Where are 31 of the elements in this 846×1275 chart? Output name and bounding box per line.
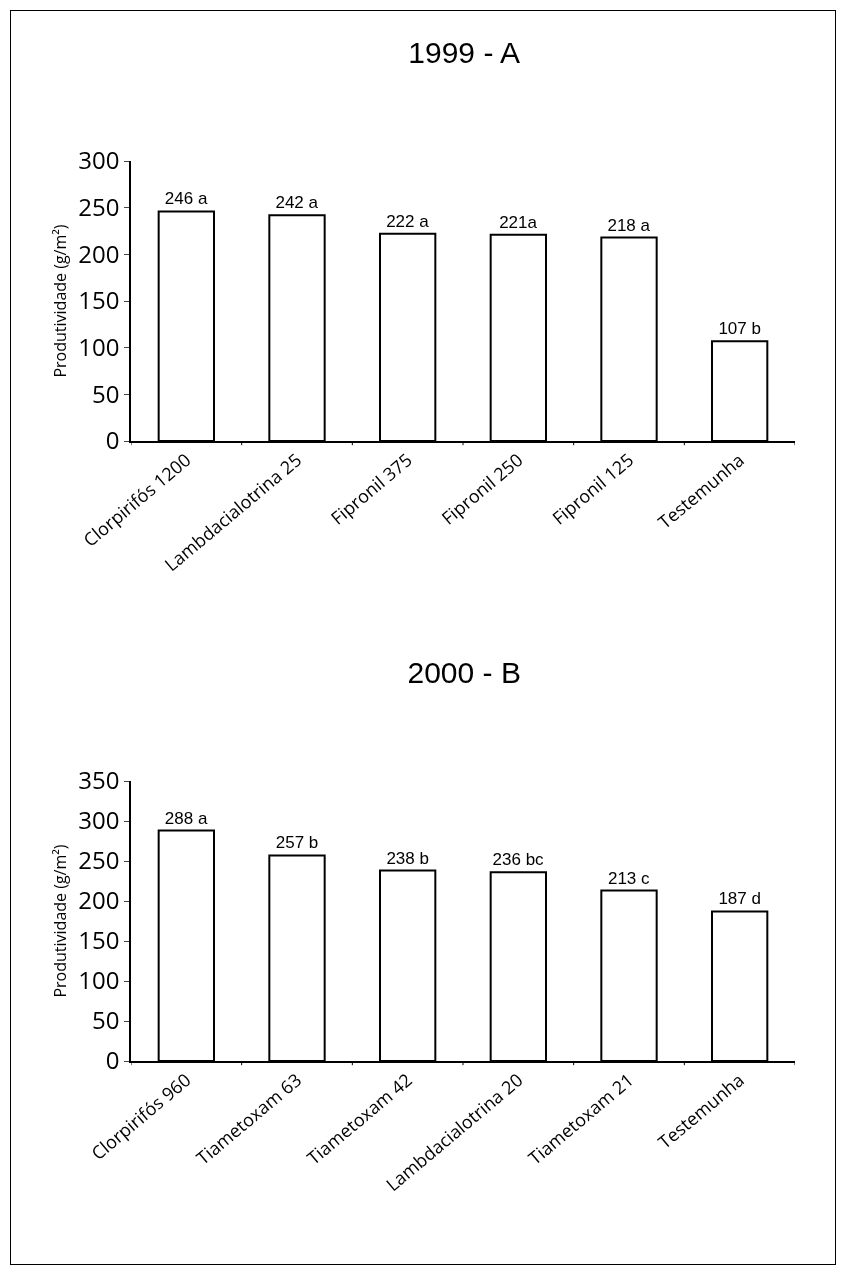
data-label: 288 a bbox=[164, 808, 208, 828]
y-tick-label: 250 bbox=[78, 190, 120, 224]
y-tick-label: 300 bbox=[78, 143, 120, 177]
data-label: 257 b bbox=[275, 833, 319, 853]
data-label: 187 d bbox=[718, 889, 761, 909]
y-tick-label: 200 bbox=[78, 883, 120, 917]
data-label: 246 a bbox=[164, 189, 208, 209]
data-label: 236 bc bbox=[492, 850, 545, 870]
y-tick-label: 50 bbox=[92, 376, 120, 410]
y-tick-label: 50 bbox=[92, 1003, 120, 1037]
y-tick-label: 100 bbox=[78, 963, 120, 997]
data-label: 221a bbox=[499, 212, 538, 232]
y-tick-label: 150 bbox=[78, 923, 120, 957]
y-tick-label: 0 bbox=[105, 423, 120, 457]
y-tick-label: 0 bbox=[105, 1043, 120, 1077]
data-label: 238 b bbox=[386, 848, 429, 868]
chart-title: 1999 - A bbox=[408, 36, 521, 69]
chart-title: 2000 - B bbox=[407, 656, 521, 689]
y-tick-label: 350 bbox=[78, 763, 120, 797]
y-tick-label: 250 bbox=[78, 843, 120, 877]
y-tick-label: 200 bbox=[78, 236, 120, 270]
data-label: 222 a bbox=[386, 211, 430, 231]
data-label: 218 a bbox=[607, 215, 651, 235]
y-axis-title: Produtividade (g/m²) bbox=[48, 224, 71, 378]
y-tick-label: 300 bbox=[78, 803, 120, 837]
y-tick-label: 150 bbox=[78, 283, 120, 317]
data-label: 213 c bbox=[607, 868, 651, 888]
data-label: 107 b bbox=[718, 319, 761, 339]
y-tick-label: 100 bbox=[78, 330, 120, 364]
y-axis-title: Produtividade (g/m²) bbox=[48, 844, 71, 998]
data-label: 242 a bbox=[275, 193, 319, 213]
